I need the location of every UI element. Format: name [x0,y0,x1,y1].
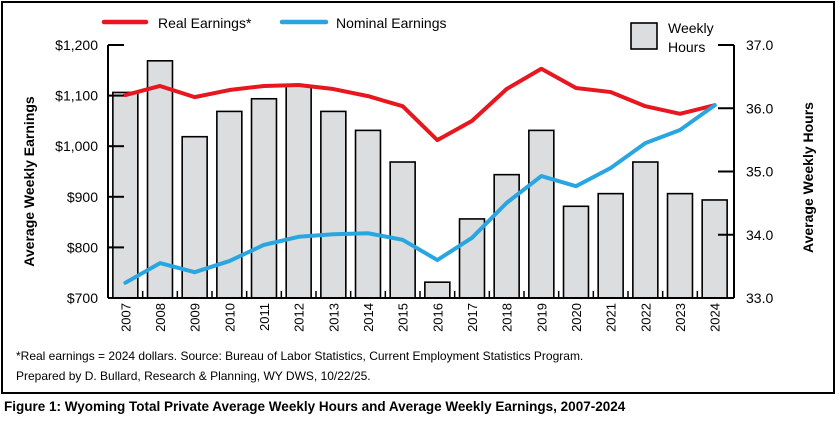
bar-hours-2012 [285,85,312,299]
left-tick-label: $1,200 [55,37,98,53]
bar-hours-2019 [528,129,555,299]
x-tick-label: 2011 [257,303,272,331]
legend-label-weekly-hours-2: Hours [668,39,705,55]
chart-frame [1,1,835,394]
legend-label-real-earnings: Real Earnings* [158,15,252,31]
x-tick-label: 2007 [118,303,133,332]
source-note: *Real earnings = 2024 dollars. Source: B… [16,349,584,363]
bar-hours-2022 [632,161,659,299]
bar-hours-2020 [562,205,590,299]
bar-hours-2024 [701,199,728,299]
x-tick-label: 2010 [222,303,237,332]
right-tick-label: 33.0 [746,290,773,306]
x-tick-label: 2013 [326,303,341,332]
right-tick-label: 35.0 [746,164,773,180]
bar-hours-2016 [424,281,451,299]
bar-hours-2013 [320,110,347,299]
x-tick-label: 2016 [430,303,445,332]
left-axis-title: Average Weekly Earnings [21,96,37,267]
line-nominal-earnings [123,103,717,285]
legend-label-nominal-earnings: Nominal Earnings [336,15,447,31]
left-tick-label: $900 [67,189,98,205]
x-tick-label: 2019 [534,303,549,332]
left-tick-label: $1,000 [55,138,98,154]
x-tick-label: 2009 [188,303,203,332]
legend-swatch-weekly-hours [630,22,658,50]
bar-hours-2010 [216,110,243,299]
x-tick-label: 2008 [153,303,168,332]
x-tick-label: 2014 [361,303,376,332]
figure-title: Figure 1: Wyoming Total Private Average … [4,399,626,414]
bar-hours-2007 [112,91,139,299]
x-tick-label: 2018 [500,303,515,332]
line-real-earnings [123,66,717,143]
bar-hours-2015 [389,161,416,299]
right-tick-label: 36.0 [746,100,773,116]
x-tick-label: 2020 [569,303,584,332]
x-tick-label: 2024 [708,303,723,332]
x-tick-label: 2015 [396,303,411,332]
x-tick-label: 2021 [604,303,619,332]
x-tick-label: 2023 [673,303,688,332]
left-tick-label: $1,100 [55,88,98,104]
bar-hours-2021 [597,192,624,299]
left-tick-label: $800 [67,239,98,255]
right-tick-label: 34.0 [746,227,773,243]
left-tick-label: $700 [67,290,98,306]
bar-hours-2023 [666,192,694,299]
x-tick-label: 2017 [465,303,480,332]
legend-label-weekly-hours: Weekly [668,20,714,36]
bar-hours-2014 [354,129,382,299]
prepared-by-note: Prepared by D. Bullard, Research & Plann… [16,369,371,383]
bar-hours-2018 [493,173,520,299]
x-tick-label: 2022 [638,303,653,332]
x-tick-label: 2012 [292,303,307,332]
right-tick-label: 37.0 [746,37,773,53]
bar-hours-2011 [250,97,278,299]
right-axis-title: Average Weekly Hours [800,102,816,253]
